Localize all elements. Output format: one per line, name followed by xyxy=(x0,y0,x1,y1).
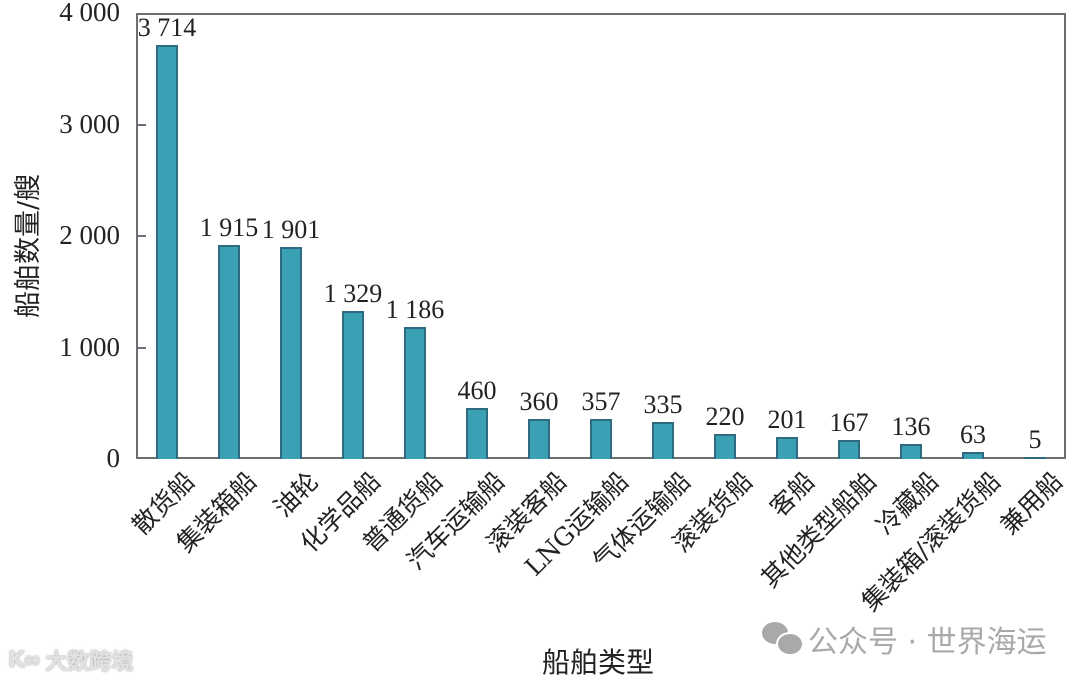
bar-value-label: 460 xyxy=(457,375,497,405)
x-category-label: 客船 xyxy=(764,466,821,523)
bar-value-label: 63 xyxy=(960,419,986,449)
bar-value-label: 201 xyxy=(767,404,807,434)
bar-value-label: 136 xyxy=(891,411,931,441)
y-tick-label: 4 000 xyxy=(59,0,120,27)
bar-value-label: 1 186 xyxy=(385,294,445,324)
bar-value-label: 357 xyxy=(581,387,621,417)
bar-value-label: 5 xyxy=(1028,425,1042,454)
bar-value-label: 335 xyxy=(643,389,683,419)
bar-value-label: 1 915 xyxy=(199,213,259,243)
x-category-label: 油轮 xyxy=(268,466,325,523)
bar-value-label: 1 329 xyxy=(323,278,383,308)
bar xyxy=(776,436,798,459)
brand-logo-icon: K∞ xyxy=(8,647,41,673)
y-tick-label: 2 000 xyxy=(59,220,120,250)
y-tick-label: 1 000 xyxy=(59,331,120,362)
bar xyxy=(652,421,674,459)
bar xyxy=(280,247,302,459)
bar xyxy=(1024,457,1046,459)
wechat-icon xyxy=(762,622,804,656)
watermark-wechat: 公众号 · 世界海运 xyxy=(762,617,1047,661)
y-tick-mark xyxy=(138,346,146,349)
bar xyxy=(838,440,860,459)
x-axis-label: 船舶类型 xyxy=(542,646,655,679)
y-axis-label: 船舶数量/艘 xyxy=(13,173,44,318)
bar xyxy=(962,451,984,459)
bar xyxy=(466,407,488,459)
watermark-brand-text: 大数跨境 xyxy=(45,650,134,675)
bar xyxy=(404,326,426,459)
bar xyxy=(528,418,550,459)
bar xyxy=(156,44,178,459)
watermark-brand: K∞ 大数跨境 xyxy=(8,644,133,676)
y-tick-mark xyxy=(138,123,146,126)
watermark-wechat-text: 公众号 · 世界海运 xyxy=(808,625,1047,660)
bar xyxy=(590,419,612,459)
bar xyxy=(342,310,364,459)
bar xyxy=(900,443,922,459)
y-tick-label: 0 xyxy=(106,443,121,473)
y-tick-label: 3 000 xyxy=(59,108,120,139)
bar-value-label: 220 xyxy=(705,402,745,432)
bar-value-label: 1 901 xyxy=(261,215,321,245)
x-category-label: 兼用船 xyxy=(994,466,1069,541)
y-tick-mark xyxy=(138,235,146,237)
bar xyxy=(218,245,240,459)
bar-value-label: 167 xyxy=(829,408,869,438)
bar-value-label: 360 xyxy=(519,386,559,416)
bar-value-label: 3 714 xyxy=(137,12,197,42)
bar xyxy=(714,434,736,459)
